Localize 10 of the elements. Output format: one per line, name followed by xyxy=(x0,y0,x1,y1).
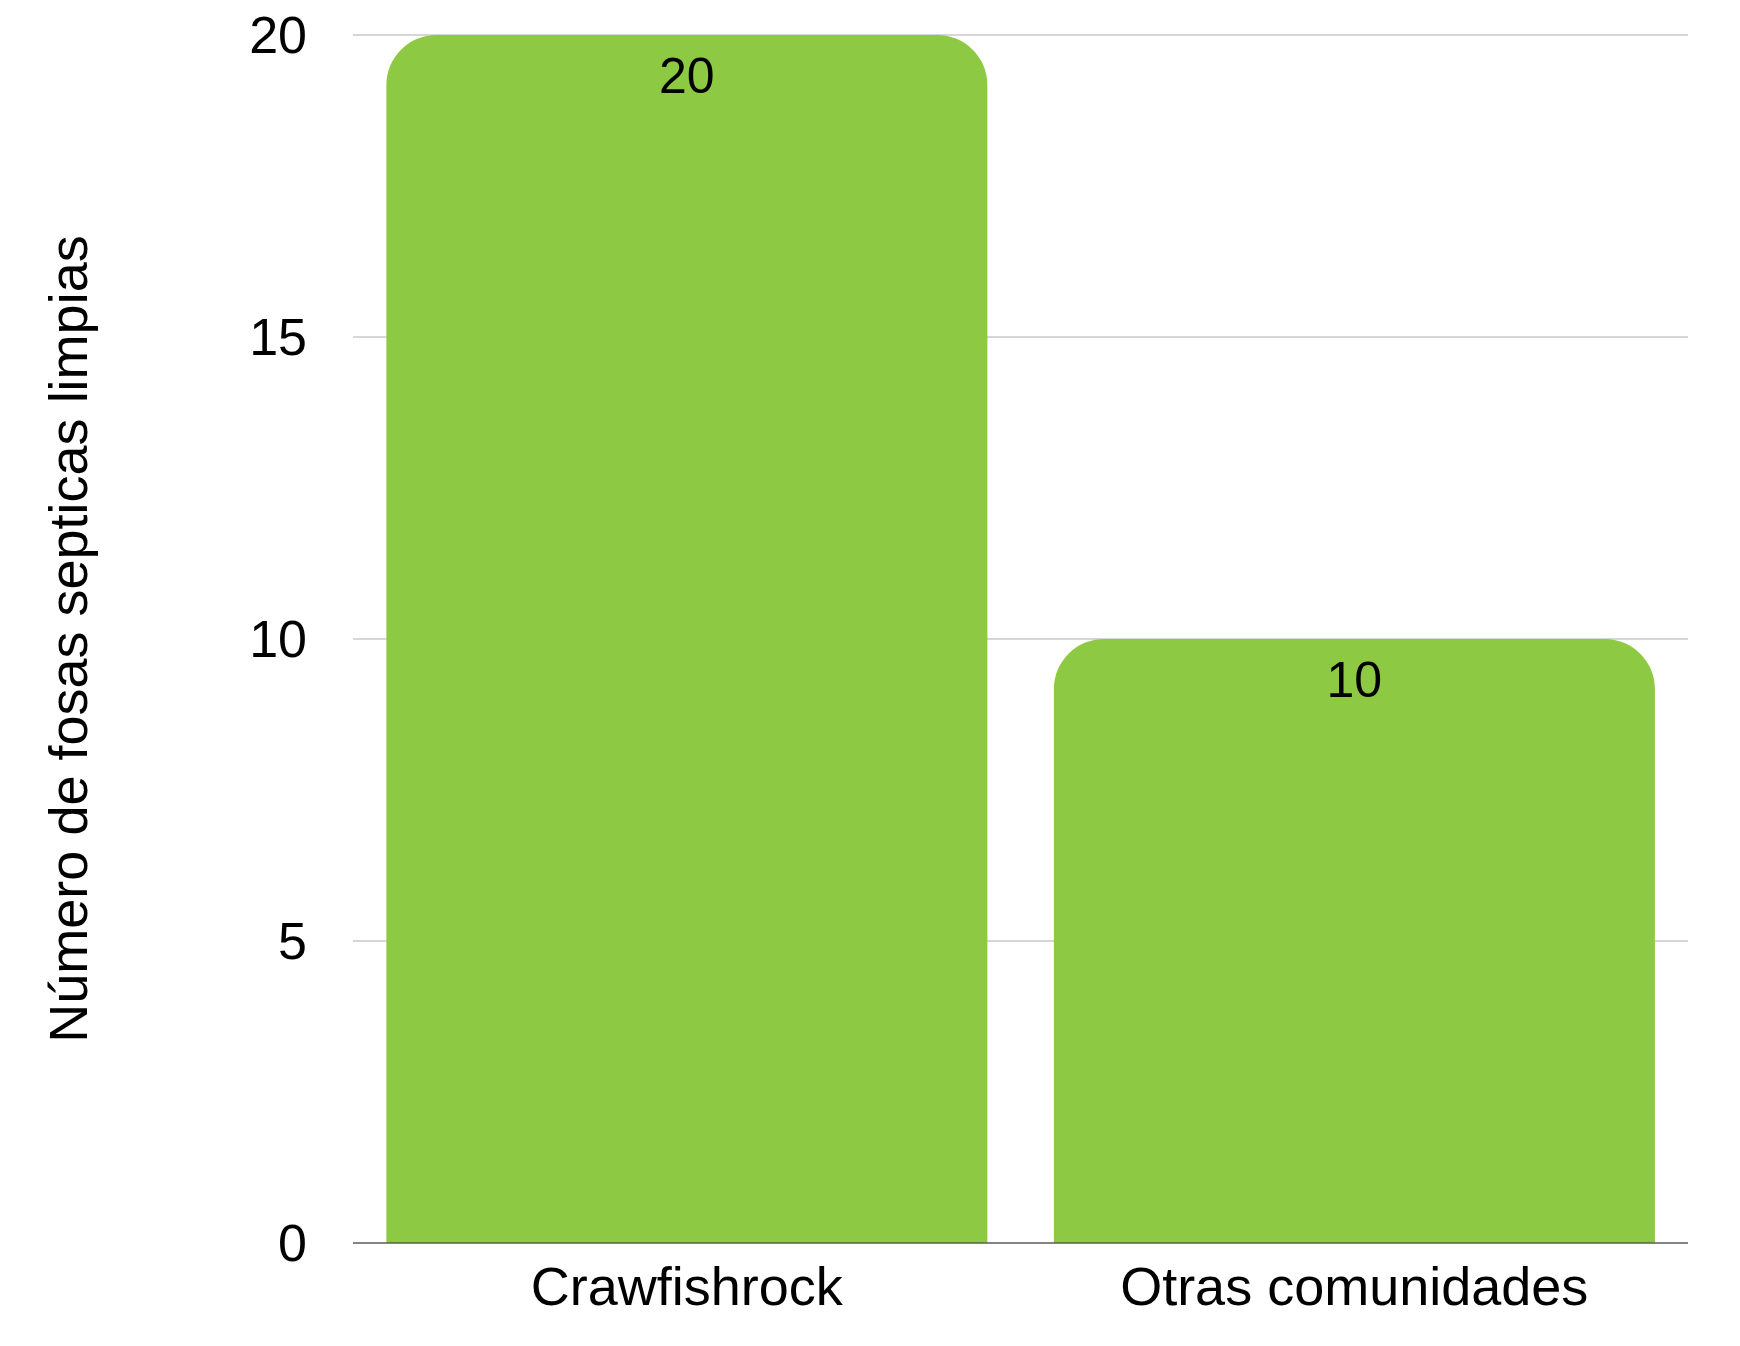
data-label: 20 xyxy=(659,47,715,104)
y-tick-label: 0 xyxy=(278,1214,307,1273)
y-tick-label: 20 xyxy=(249,6,307,65)
y-tick-label: 5 xyxy=(278,912,307,971)
x-tick-label: Crawfishrock xyxy=(530,1256,844,1317)
data-label: 10 xyxy=(1326,651,1383,708)
x-tick-label: Otras comunidades xyxy=(1120,1256,1589,1317)
y-tick-label: 10 xyxy=(249,610,307,669)
y-axis-title: Número de fosas septicas limpias xyxy=(38,235,99,1043)
y-tick-label: 15 xyxy=(249,308,307,367)
